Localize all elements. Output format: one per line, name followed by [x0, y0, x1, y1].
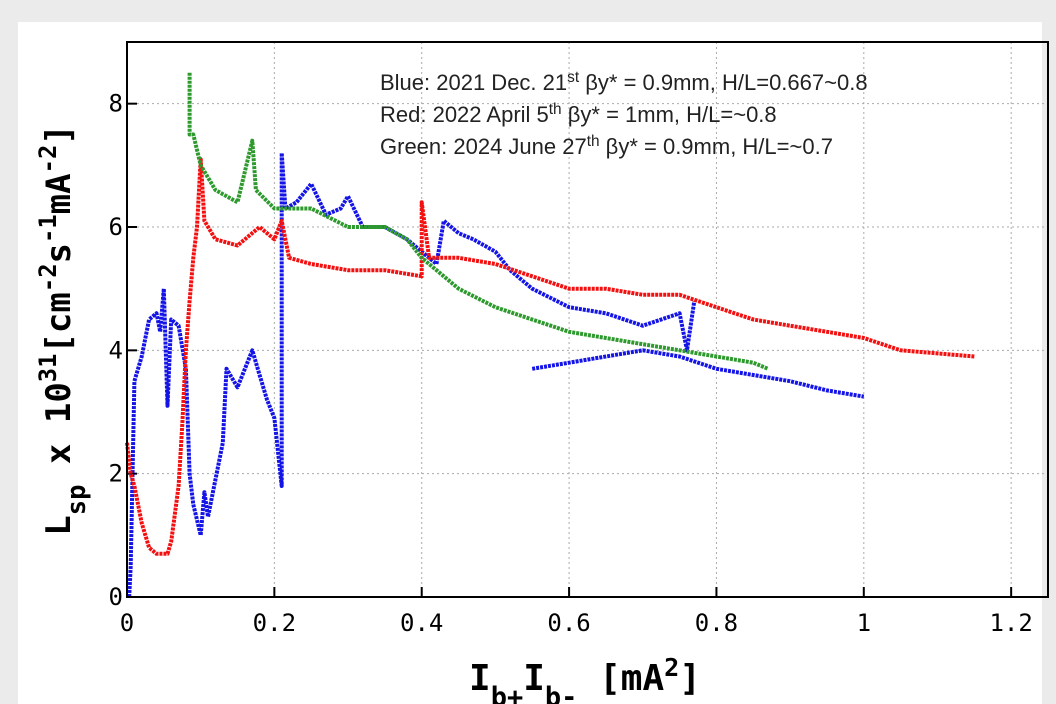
annotation: Red: 2022 April 5th βy* = 1mm, H/L=~0.8 [380, 101, 777, 128]
x-axis-label: Ib+Ib- [mA2] [469, 653, 701, 704]
label-part: x 10 [39, 382, 79, 484]
label-part: th [587, 133, 600, 150]
label-part: -1 [34, 214, 62, 243]
label-part: βy* = 1mm, H/L=~0.8 [562, 102, 777, 127]
label-part: [cm [39, 292, 79, 353]
label-part: ] [39, 124, 79, 144]
x-tick-label: 0.4 [400, 609, 443, 637]
label-part: Blue: 2021 Dec. 21 [380, 70, 567, 95]
label-part: I [469, 658, 491, 699]
plot-frame [126, 41, 1049, 598]
label-part: [mA [577, 658, 664, 699]
label-part: -2 [34, 145, 62, 174]
series-line [125, 157, 975, 556]
label-part: s [39, 243, 79, 263]
label-part: βy* = 0.9mm, H/L=0.667~0.8 [579, 70, 867, 95]
label-part: βy* = 0.9mm, H/L=~0.7 [600, 134, 833, 159]
y-tick-label: 6 [109, 213, 123, 241]
x-tick-label: 0.8 [695, 609, 738, 637]
label-part: I [523, 658, 545, 699]
label-part: Green: 2024 June 27 [380, 134, 587, 159]
series-line [127, 151, 865, 598]
label-part: b+ [491, 682, 524, 704]
y-tick-label: 0 [109, 583, 123, 611]
label-part: st [567, 69, 580, 86]
y-tick-label: 4 [109, 336, 123, 364]
y-tick-label: 2 [109, 460, 123, 488]
label-part: 2 [664, 653, 679, 682]
label-part: 31 [34, 354, 62, 383]
x-tick-label: 1 [857, 609, 871, 637]
label-part: b- [545, 682, 578, 704]
y-tick-label: 8 [109, 90, 123, 118]
label-part: th [549, 101, 562, 118]
x-tick-label: 1.2 [989, 609, 1032, 637]
y-axis-label: Lsp x 1031[cm-2s-1mA-2] [34, 124, 92, 536]
label-part: Red: 2022 April 5 [380, 102, 549, 127]
x-tick-label: 0 [120, 609, 134, 637]
x-tick-label: 0.6 [547, 609, 590, 637]
annotation: Blue: 2021 Dec. 21st βy* = 0.9mm, H/L=0.… [380, 69, 868, 96]
annotation: Green: 2024 June 27th βy* = 0.9mm, H/L=~… [380, 133, 833, 160]
label-part: -2 [34, 263, 62, 292]
label-part: sp [62, 485, 92, 516]
label-part: mA [39, 173, 79, 214]
label-part: ] [679, 658, 701, 699]
series-line [187, 72, 769, 371]
x-tick-label: 0.2 [253, 609, 296, 637]
label-part: L [39, 515, 79, 535]
